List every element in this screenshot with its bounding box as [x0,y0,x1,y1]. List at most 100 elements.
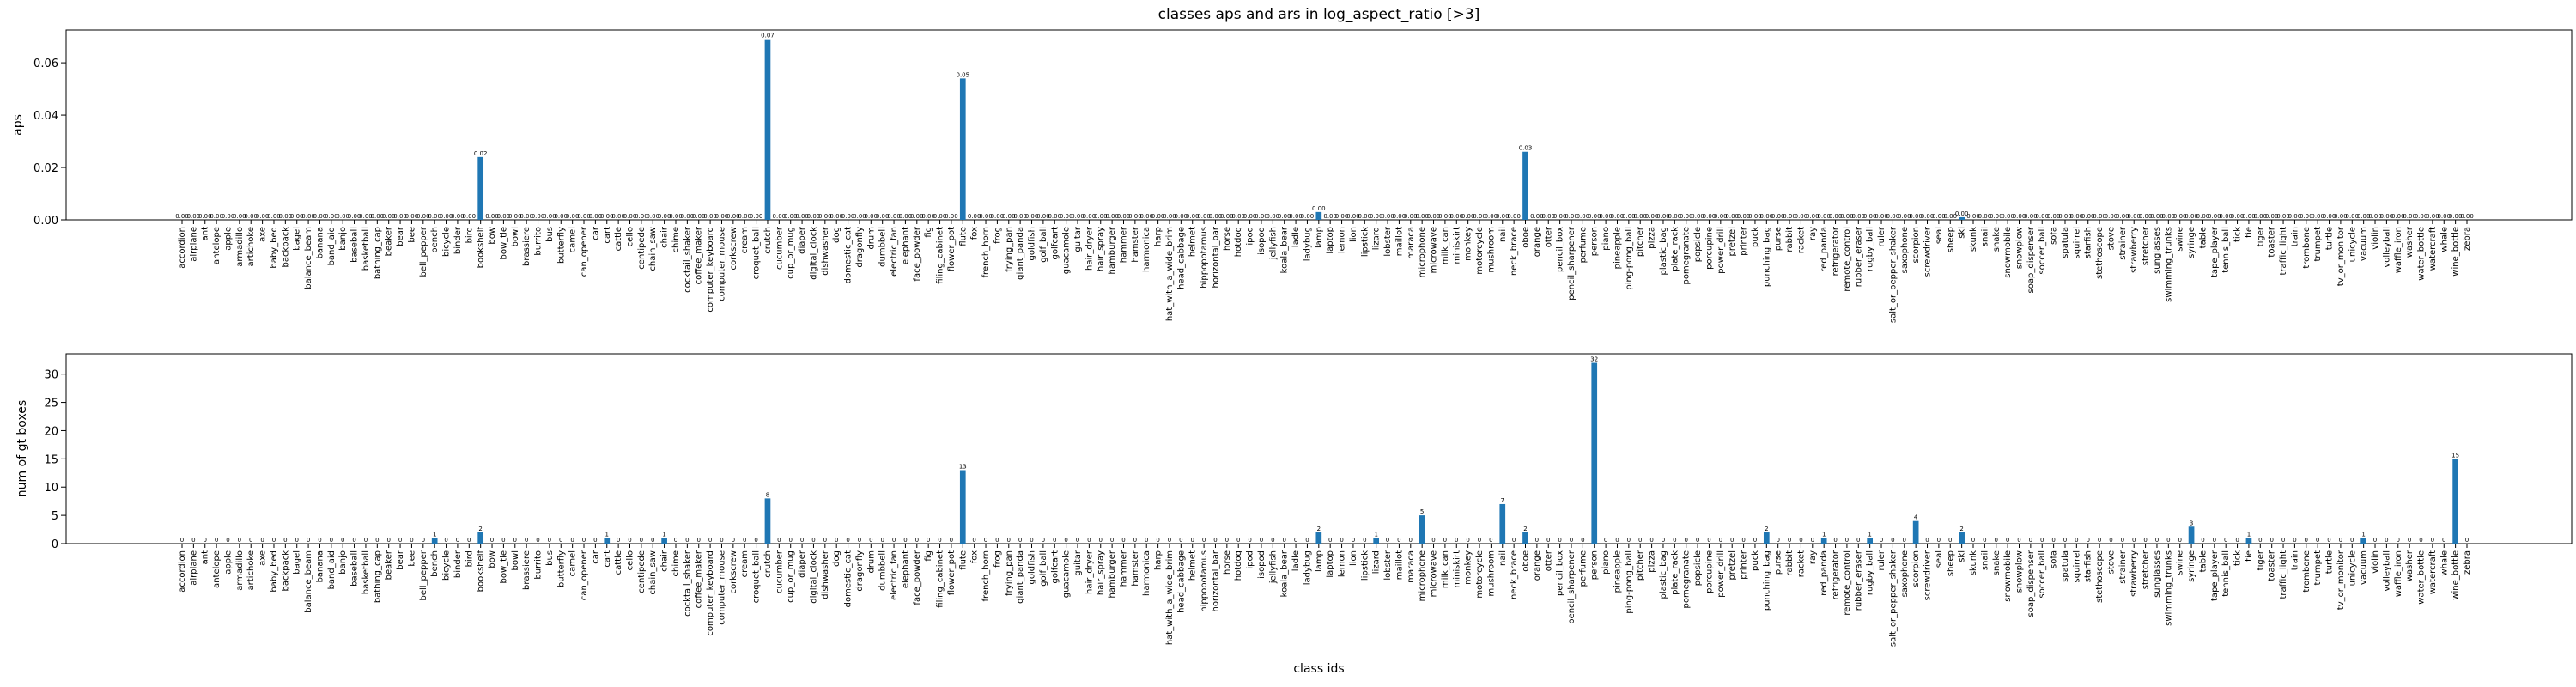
x-tick-label: mushroom [1486,227,1496,273]
x-tick-label: monkey [1464,550,1473,585]
value-label: 0 [1294,537,1297,544]
value-label: 0.00 [1449,213,1463,220]
x-tick-label: harmonica [1142,550,1151,596]
value-label: 0 [1845,537,1849,544]
value-label: 0 [1615,537,1619,544]
x-tick-label: starfish [2084,550,2093,582]
x-tick-label: train [2290,550,2300,570]
value-label: 0 [2166,537,2170,544]
x-tick-label: bicycle [442,227,452,257]
x-tick-label: whale [2439,227,2449,252]
x-tick-label: ladybug [1303,550,1312,585]
value-label: 0.00 [600,213,614,220]
x-tick-label: bowl [511,227,520,246]
value-label: 0 [1937,537,1941,544]
value-label: 0 [1925,537,1929,544]
value-label: 0.00 [2449,213,2463,220]
x-tick-label: tape_player [2210,226,2220,277]
x-tick-label: computer_mouse [717,550,726,625]
x-tick-label: ladle [1291,550,1301,571]
x-tick-label: skunk [1969,227,1978,252]
x-tick-label: ski [1958,227,1967,239]
value-label: 0.00 [1680,213,1693,220]
value-label: 0.00 [1599,213,1613,220]
value-label: 0.00 [692,213,706,220]
x-tick-label: golfcart [1050,550,1060,584]
x-tick-label: electric_fan [890,227,899,277]
x-tick-label: domestic_cat [844,227,854,283]
value-label: 0.00 [554,213,568,220]
value-label: 0 [1558,537,1561,544]
x-tick-label: car [591,226,600,240]
value-label: 2 [1959,526,1963,532]
x-tick-label: fox [970,550,980,563]
value-label: 0 [1179,537,1182,544]
value-label: 0.00 [462,213,476,220]
value-label: 0.00 [1978,213,1992,220]
x-tick-label: lion [1349,550,1358,566]
value-label: 0 [2029,537,2032,544]
x-tick-label: pizza [1648,227,1657,249]
x-tick-label: face_powder [913,226,922,281]
value-label: 0 [708,537,712,544]
value-label: 0.00 [2047,213,2061,220]
value-label: 0 [846,537,849,544]
value-label: 0 [330,537,333,544]
x-tick-label: bow [488,227,497,245]
x-tick-label: horse [1223,550,1232,575]
bar [1763,532,1770,544]
value-label: 0.00 [2460,213,2474,220]
value-label: 0 [1007,537,1011,544]
x-tick-label: goldfish [1028,227,1037,260]
x-tick-label: cello [626,550,635,570]
x-tick-label: perfume [1578,550,1588,587]
value-label: 0 [1673,537,1676,544]
value-label: 0 [2121,537,2124,544]
x-tick-label: volleyball [2382,550,2391,592]
value-label: 0.00 [301,213,315,220]
x-tick-label: bee [407,227,416,243]
x-tick-label: bee [407,550,416,567]
x-tick-label: piano [1601,227,1611,251]
x-tick-label: pomegranate [1682,550,1692,609]
value-label: 0 [1799,537,1802,544]
value-label: 0 [1983,537,1986,544]
value-label: 0 [1707,537,1710,544]
x-tick-label: remote_control [1843,550,1852,616]
value-label: 0.00 [2437,213,2451,220]
x-tick-label: frog [993,550,1002,568]
value-label: 0 [696,537,700,544]
x-tick-label: tennis_ball [2221,550,2231,597]
x-tick-label: train [2290,227,2300,246]
value-label: 0.00 [428,213,441,220]
bar [959,78,966,221]
x-tick-label: stretcher [2142,226,2151,265]
value-label: 0.00 [784,213,798,220]
value-label: 0.00 [1473,213,1486,220]
value-label: 0 [215,537,218,544]
value-label: 0 [2132,537,2136,544]
value-label: 0.00 [1737,213,1751,220]
x-tick-label: person [1590,550,1600,580]
value-label: 0.00 [198,213,212,220]
value-label: 0 [1099,537,1103,544]
x-tick-label: traffic_light [2279,550,2288,599]
bar [1959,532,1965,544]
value-label: 0 [559,537,562,544]
value-label: 0 [238,537,241,544]
x-tick-label: computer_keyboard [706,227,715,313]
value-label: 0 [2316,537,2319,544]
value-label: 0.00 [1611,213,1625,220]
value-label: 0.00 [669,213,683,220]
value-label: 0 [2305,537,2308,544]
value-label: 0 [1156,537,1159,544]
x-tick-label: washer [2405,226,2415,258]
x-tick-label: seal [1935,227,1944,244]
x-tick-label: pencil_sharpener [1567,550,1577,624]
x-tick-label: backpack [281,227,290,268]
value-label: 0.00 [899,213,913,220]
value-label: 0 [2408,537,2411,544]
x-tick-label: purse [1774,227,1783,251]
x-tick-label: giant_panda [1016,550,1025,604]
x-tick-label: tick [2233,550,2243,566]
